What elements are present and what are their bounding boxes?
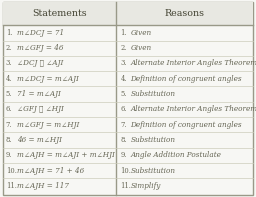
Text: 7.: 7. bbox=[120, 121, 127, 129]
Text: 5.: 5. bbox=[6, 90, 12, 98]
Text: m∠GFJ = 46: m∠GFJ = 46 bbox=[17, 44, 63, 52]
Text: 7.: 7. bbox=[6, 121, 12, 129]
Text: m∠AJH = 71 + 46: m∠AJH = 71 + 46 bbox=[17, 166, 84, 175]
Text: 11.: 11. bbox=[6, 182, 16, 190]
Text: ∠GFJ ≅ ∠HJI: ∠GFJ ≅ ∠HJI bbox=[17, 105, 63, 113]
Text: 1.: 1. bbox=[120, 29, 127, 37]
Text: 46 = m∠HJI: 46 = m∠HJI bbox=[17, 136, 62, 144]
Text: 5.: 5. bbox=[120, 90, 127, 98]
Text: Alternate Interior Angles Theorem: Alternate Interior Angles Theorem bbox=[131, 59, 256, 67]
Text: m∠DCJ = 71: m∠DCJ = 71 bbox=[17, 29, 64, 37]
Text: 10.: 10. bbox=[6, 166, 16, 175]
Text: Substitution: Substitution bbox=[131, 136, 176, 144]
Text: 9.: 9. bbox=[120, 151, 127, 159]
Text: 6.: 6. bbox=[6, 105, 12, 113]
Text: 8.: 8. bbox=[6, 136, 12, 144]
Text: m∠DCJ = m∠AJI: m∠DCJ = m∠AJI bbox=[17, 75, 79, 83]
Text: 2.: 2. bbox=[6, 44, 12, 52]
Text: ∠DCJ ≅ ∠AJI: ∠DCJ ≅ ∠AJI bbox=[17, 59, 63, 67]
Text: Substitution: Substitution bbox=[131, 90, 176, 98]
Text: 6.: 6. bbox=[120, 105, 127, 113]
Text: 8.: 8. bbox=[120, 136, 127, 144]
Text: Simplify: Simplify bbox=[131, 182, 161, 190]
Text: 1.: 1. bbox=[6, 29, 12, 37]
Text: 11.: 11. bbox=[120, 182, 131, 190]
Text: 9.: 9. bbox=[6, 151, 12, 159]
Text: Angle Addition Postulate: Angle Addition Postulate bbox=[131, 151, 221, 159]
Text: m∠AJH = m∠AJI + m∠HJI: m∠AJH = m∠AJI + m∠HJI bbox=[17, 151, 114, 159]
Text: 10.: 10. bbox=[120, 166, 131, 175]
Text: Substitution: Substitution bbox=[131, 166, 176, 175]
Text: Reasons: Reasons bbox=[165, 9, 205, 18]
Text: Definition of congruent angles: Definition of congruent angles bbox=[131, 121, 242, 129]
Text: 2.: 2. bbox=[120, 44, 127, 52]
Text: Statements: Statements bbox=[32, 9, 87, 18]
Text: 3.: 3. bbox=[6, 59, 12, 67]
Text: Alternate Interior Angles Theorem: Alternate Interior Angles Theorem bbox=[131, 105, 256, 113]
Text: 71 = m∠AJI: 71 = m∠AJI bbox=[17, 90, 60, 98]
Text: Given: Given bbox=[131, 44, 152, 52]
Text: m∠GFJ = m∠HJI: m∠GFJ = m∠HJI bbox=[17, 121, 79, 129]
Text: 3.: 3. bbox=[120, 59, 127, 67]
Text: 4.: 4. bbox=[120, 75, 127, 83]
Text: Definition of congruent angles: Definition of congruent angles bbox=[131, 75, 242, 83]
Text: Given: Given bbox=[131, 29, 152, 37]
Text: m∠AJH = 117: m∠AJH = 117 bbox=[17, 182, 69, 190]
Bar bbox=[3, 2, 253, 25]
Text: 4.: 4. bbox=[6, 75, 12, 83]
